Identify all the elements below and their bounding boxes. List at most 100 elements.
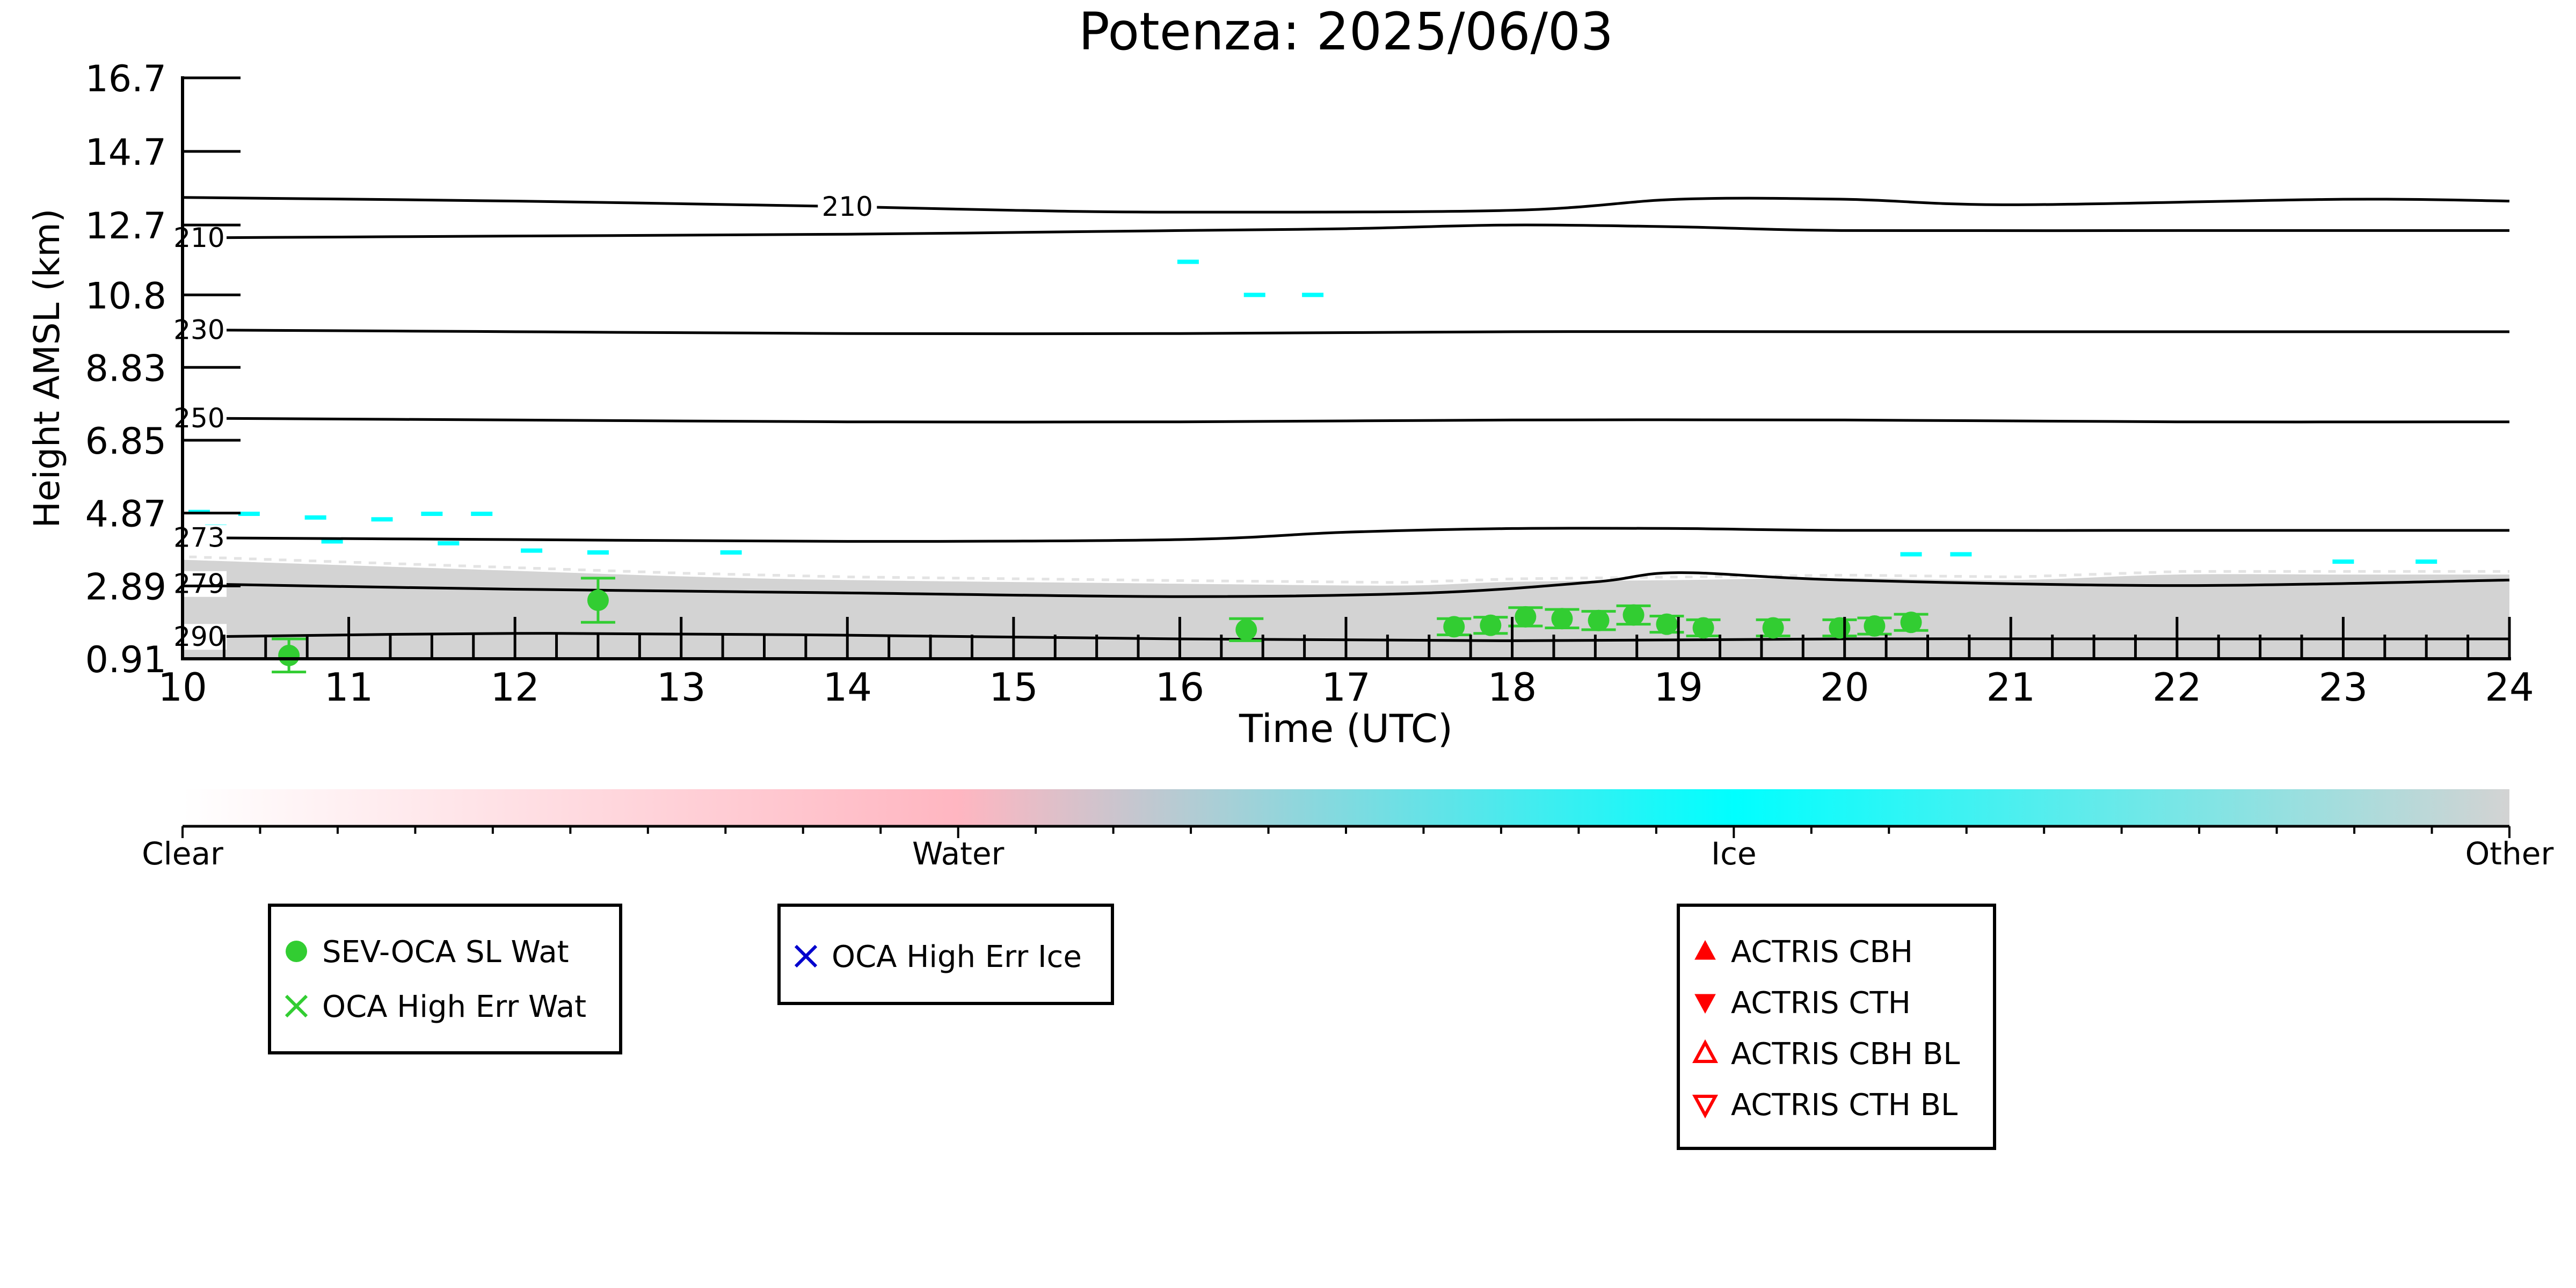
cloud-speck	[1131, 578, 1139, 581]
colorbar-ticks	[181, 826, 2510, 838]
contour-label-bg	[184, 571, 227, 597]
x-tick-label: 24	[2485, 665, 2534, 710]
cloud-speck	[892, 576, 900, 579]
cloud-speck	[638, 570, 646, 573]
contour-line	[182, 223, 2509, 239]
point-marker	[1551, 608, 1573, 630]
y-tick-label: 4.87	[85, 493, 166, 536]
cloud-speck	[608, 569, 616, 572]
cloud-speck	[234, 557, 242, 560]
cloud-speck	[1116, 578, 1124, 581]
data-point	[272, 637, 307, 674]
cloud-speck	[383, 562, 391, 565]
cloud-speck	[1401, 581, 1409, 584]
cloud-speck	[443, 564, 452, 567]
cloud-speck	[952, 577, 960, 580]
contour: 230	[173, 315, 2509, 346]
point-marker	[1480, 614, 1502, 636]
cloud-speck	[1445, 579, 1453, 583]
data-point	[1437, 616, 1472, 638]
ice-speck	[304, 515, 326, 520]
contour-line	[182, 417, 2510, 424]
x-tick-label: 23	[2319, 665, 2368, 710]
legend-entry: OCA High Err Wat	[285, 989, 586, 1024]
legend-marker	[1692, 1039, 1719, 1063]
cloud-speck	[2418, 570, 2426, 573]
ice-speck	[1302, 293, 1324, 297]
cloud-speck	[1042, 578, 1050, 581]
colorbar-label: Other	[2465, 835, 2554, 872]
y-axis-label: Height AMSL (km)	[26, 209, 68, 528]
legend-marker	[286, 941, 307, 962]
x-tick-label: 12	[490, 665, 540, 710]
point-marker	[278, 644, 300, 666]
data-point	[1545, 608, 1580, 630]
cloud-speck	[667, 571, 675, 574]
y-tick-label: 16.7	[85, 58, 166, 100]
cloud-speck	[1535, 577, 1543, 580]
cloud-speck	[1670, 576, 1678, 579]
cloud-speck	[488, 565, 496, 569]
cloud-speck	[2478, 570, 2486, 573]
data-point	[1756, 617, 1791, 639]
legend-entry: ACTRIS CTH BL	[1692, 1088, 1958, 1123]
ice-speck	[521, 548, 543, 553]
cloud-speck	[413, 563, 421, 566]
contour-line	[182, 571, 2510, 598]
legend-entry: ACTRIS CBH BL	[1692, 1037, 1960, 1072]
cloud-speck	[817, 574, 825, 578]
cloud-speck	[1326, 580, 1334, 584]
y-tick-label: 0.91	[85, 639, 166, 681]
legend-frame	[1677, 904, 1996, 1150]
colorbar-labels: Clear Water Ice Other	[142, 835, 2553, 872]
legend-marker	[794, 944, 818, 968]
cloud-speck	[1356, 580, 1364, 584]
x-tick-label: 14	[823, 665, 872, 710]
cloud-speck	[2507, 570, 2509, 573]
cloud-speck	[294, 559, 302, 562]
contour: 210	[182, 191, 2510, 222]
cloud-speck	[2208, 570, 2216, 573]
cloud-speck	[1969, 575, 1977, 578]
cloud-speck	[2433, 570, 2441, 573]
cloud-speck	[1999, 575, 2007, 578]
cloud-speck	[682, 572, 690, 575]
cloud-speck	[1939, 574, 1947, 578]
x-tick-label: 18	[1488, 665, 1537, 710]
legend-entry: OCA High Err Ice	[794, 940, 1082, 974]
legend-marker	[285, 994, 308, 1018]
cloud-speck	[1715, 575, 1723, 578]
cloud-speck	[1386, 581, 1394, 584]
cloud-speck	[1864, 574, 1872, 577]
cloud-speck	[578, 568, 586, 571]
colorbar-gradient	[183, 789, 2509, 826]
cloud-speck	[1595, 576, 1603, 579]
y-tick-label: 14.7	[85, 132, 166, 174]
legend-label: ACTRIS CTH	[1731, 986, 1911, 1021]
cloud-speck	[697, 572, 705, 575]
cloud-speck	[1580, 577, 1588, 580]
cloud-speck	[2223, 570, 2231, 573]
data-point	[1616, 604, 1651, 626]
ice-speck	[438, 541, 460, 545]
cloud-speck	[1774, 574, 1782, 578]
cloud-speck	[2448, 570, 2456, 573]
contour-label-bg	[184, 525, 227, 551]
legend-label: ACTRIS CBH	[1731, 935, 1913, 970]
cloud-speck	[967, 577, 975, 580]
cloud-speck	[2493, 570, 2501, 573]
cloud-speck	[1266, 580, 1274, 583]
cloud-speck	[2238, 570, 2246, 573]
cloud-speck	[1850, 573, 1858, 577]
data-point	[1686, 617, 1721, 639]
chart-title: Potenza: 2025/06/03	[1079, 2, 1613, 62]
point-marker	[1622, 604, 1644, 626]
cloud-speck	[1176, 579, 1184, 582]
cloud-speck	[2178, 570, 2186, 573]
cloud-speck	[249, 557, 257, 561]
cloud-speck	[2328, 570, 2336, 573]
ice-speck	[238, 512, 260, 516]
legend-frame	[268, 904, 622, 1054]
legend-entry: ACTRIS CTH	[1694, 986, 1911, 1021]
cloud-speck	[503, 566, 511, 569]
